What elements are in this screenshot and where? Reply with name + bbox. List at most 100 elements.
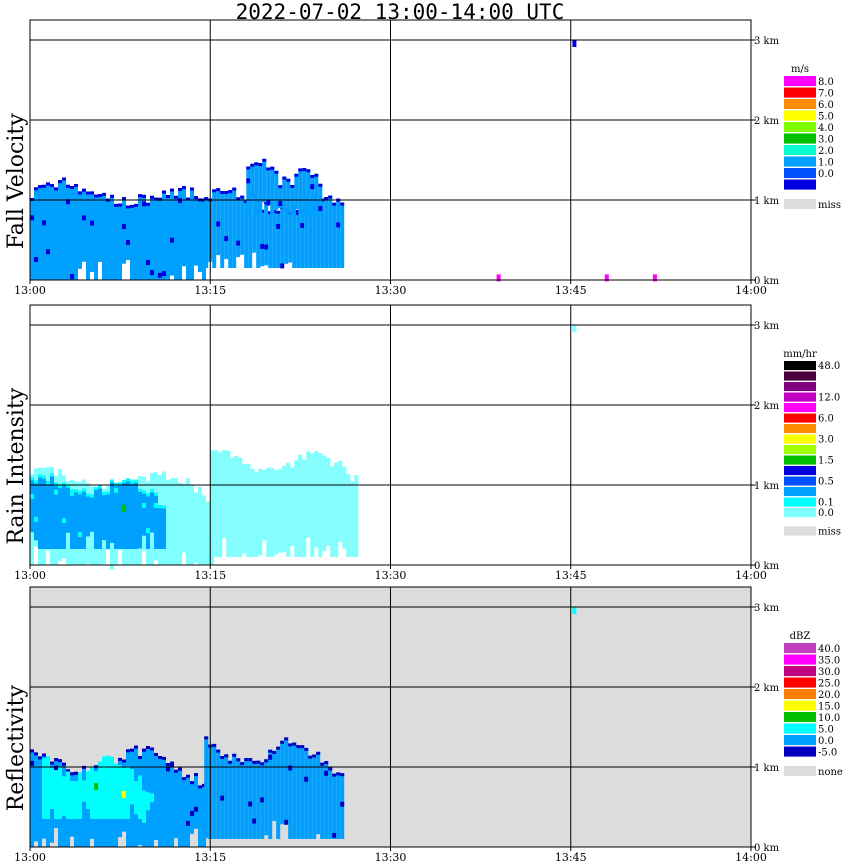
echo-fleck: [142, 502, 146, 508]
legend-label: 10.0: [818, 713, 840, 724]
echo-fleck: [30, 760, 34, 766]
echo-edge-cell: [316, 751, 321, 755]
echo-cell: [154, 492, 158, 549]
echo-fleck: [194, 537, 198, 542]
echo-edge-cell: [66, 484, 70, 488]
echo-cell: [238, 457, 243, 557]
echo-edge-cell: [126, 205, 130, 209]
echo-edge-cell: [174, 769, 178, 773]
echo-cell: [130, 480, 134, 549]
echo-edge-cell: [150, 473, 154, 477]
echo-cell: [82, 188, 86, 262]
echo-fleck: [62, 518, 66, 524]
echo-cell: [306, 451, 311, 538]
echo-edge-cell: [254, 472, 259, 476]
legend-label: 0.5: [818, 477, 834, 488]
panel-0: 0 km 1 km 2 km 3 km 13:00 13:15 13:30 13:45 14:0…: [4, 19, 841, 297]
legend-swatch: [784, 666, 816, 677]
echo-cell: [42, 758, 46, 819]
x-tick-label: 14:00: [735, 851, 767, 864]
echo-edge-cell: [38, 185, 42, 189]
echo-edge-cell: [130, 769, 134, 773]
echo-edge-cell: [234, 456, 239, 460]
echo-edge-cell: [290, 467, 295, 471]
echo-edge-cell: [266, 467, 271, 471]
echo-edge-cell: [346, 474, 351, 478]
echo-cell: [142, 194, 146, 280]
echo-edge-cell: [182, 484, 186, 488]
echo-1: [204, 187, 345, 269]
echo-fleck: [34, 257, 38, 262]
echo-edge-cell: [94, 194, 98, 198]
legend-label: 4.0: [818, 123, 834, 134]
echo-cell: [278, 469, 283, 553]
echo-edge-cell: [216, 749, 221, 753]
echo-edge-cell: [154, 197, 158, 201]
echo-cell: [110, 194, 114, 280]
echo-edge-cell: [102, 192, 106, 196]
echo-edge-cell: [282, 176, 287, 180]
legend-unit: mm/hr: [783, 349, 817, 360]
echo-edge-cell: [98, 761, 102, 765]
echo-edge-cell: [212, 743, 217, 747]
echo-edge-cell: [324, 761, 329, 765]
legend-swatch: [784, 110, 816, 121]
echo-fleck: [146, 260, 150, 265]
echo-cell: [286, 462, 291, 557]
echo-cell: [114, 203, 118, 280]
echo-cell: [34, 480, 38, 541]
echo-cell: [42, 475, 46, 549]
echo-cell: [42, 184, 46, 280]
echo-edge-cell: [294, 460, 299, 464]
echo-cell: [62, 482, 66, 549]
y-tick-label: 1 km: [754, 763, 780, 774]
echo-cell: [322, 455, 327, 552]
legend-swatch: [784, 156, 816, 167]
echo-cell: [162, 756, 166, 847]
legend-swatch: [784, 497, 816, 507]
echo-edge-cell: [322, 455, 327, 459]
echo-edge-cell: [298, 168, 303, 172]
echo-cell: [314, 173, 319, 216]
echo-cell: [178, 482, 182, 565]
echo-cell: [324, 761, 329, 839]
echo-cell: [94, 194, 98, 280]
echo-cell: [186, 197, 190, 280]
echo-cell: [190, 485, 194, 565]
echo-cell: [34, 752, 38, 842]
echo-edge-cell: [58, 485, 62, 489]
legend-swatch: [784, 476, 816, 486]
echo-cell: [186, 478, 190, 565]
echo-cell: [106, 198, 110, 280]
echo-edge-cell: [82, 188, 86, 192]
legend-swatch: [784, 746, 816, 757]
echo-edge-cell: [138, 756, 142, 759]
echo-fleck: [54, 489, 58, 495]
echo-cell: [270, 468, 275, 557]
echo-edge-cell: [146, 481, 150, 485]
legend-swatch: [784, 145, 816, 156]
echo-cell: [50, 768, 54, 809]
y-tick-label: 1 km: [754, 196, 780, 207]
echo-cell: [170, 478, 174, 565]
echo-cell: [290, 467, 295, 547]
x-tick-label: 13:15: [194, 851, 226, 864]
echo-edge-cell: [276, 210, 281, 214]
echo-edge-cell: [46, 756, 50, 760]
echo-cell: [146, 792, 150, 807]
x-tick-label: 14:00: [735, 569, 767, 582]
echo-cell: [222, 450, 227, 539]
echo-edge-cell: [158, 505, 162, 509]
echo-cell: [102, 192, 106, 280]
echo-edge-cell: [130, 204, 134, 208]
echo-cell: [292, 205, 297, 268]
echo-fleck: [246, 178, 251, 184]
legend-swatch: [784, 677, 816, 688]
echo-fleck: [202, 506, 206, 512]
echo-cell: [302, 459, 307, 557]
echo-edge-cell: [58, 759, 62, 763]
echo-edge-cell: [122, 480, 126, 483]
echo-edge-cell: [236, 197, 241, 201]
echo-edge-cell: [218, 452, 223, 456]
echo-fleck: [42, 220, 46, 226]
